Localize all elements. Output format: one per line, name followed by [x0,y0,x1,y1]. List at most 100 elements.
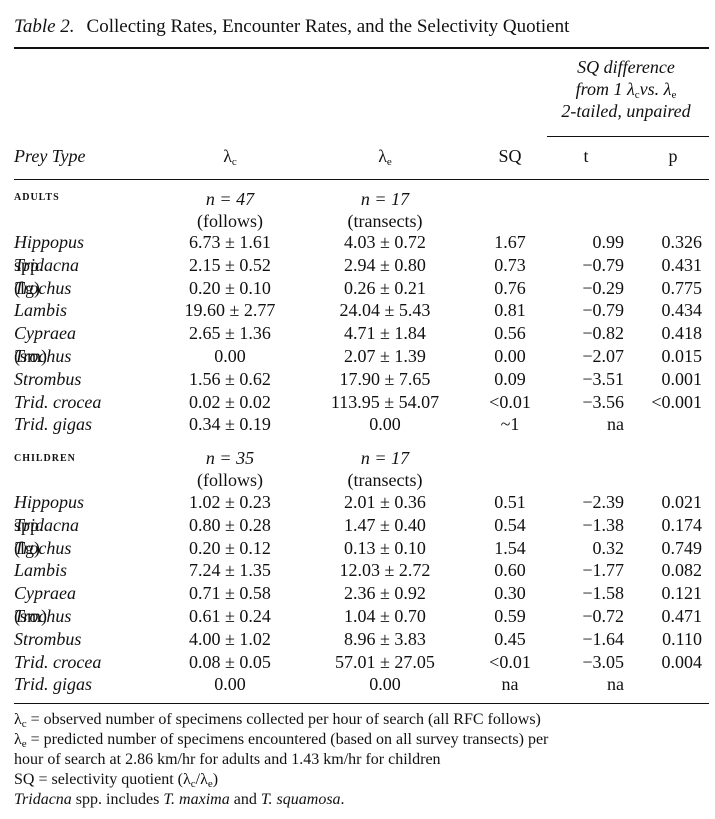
p-cell: 0.015 [661,346,703,366]
t-cell: na [607,414,624,435]
section-label-children: CHILDREN [14,450,76,465]
lambda-c-cell: 19.60 ± 2.77 [184,300,276,321]
table-row: Trochus (lg) 0.20 ± 0.12 0.13 ± 0.10 1.54 0.… [14,537,703,558]
lambda-c-cell: 7.24 ± 1.35 [189,560,271,581]
table-row: Trochus (sm) 0.61 ± 0.24 1.04 ± 0.70 0.59 −0… [14,606,703,626]
lambda-c-cell: 4.00 ± 1.02 [189,628,271,649]
sq-difference-line1: SQ difference [577,57,675,77]
header-lambda-c: λc [223,146,237,168]
sq-cell: 1.54 [494,537,526,558]
p-cell: <0.001 [651,391,702,412]
table-row: Trochus (lg) 0.20 ± 0.10 0.26 ± 0.21 0.76 −0… [14,277,703,298]
table-row: Trid. crocea 0.02 ± 0.02 113.95 ± 54.07 <0.… [14,391,702,412]
lambda-e-cell: 0.13 ± 0.10 [344,537,426,558]
table-row: Cypraea 2.65 ± 1.36 4.71 ± 1.84 0.56 −0.82 0.… [14,323,703,344]
note-lambda-e: λe = predicted number of specimens encou… [14,731,549,750]
lambda-c-cell: 0.61 ± 0.24 [189,606,271,626]
lambda-e-cell: 2.36 ± 0.92 [344,583,426,604]
lambda-e-cell: 0.00 [369,414,401,435]
table-row: Cypraea 0.71 ± 0.58 2.36 ± 0.92 0.30 −1.58 0.… [14,583,702,604]
table-row: Strombus 4.00 ± 1.02 8.96 ± 3.83 0.45 −1.64 0… [14,628,702,649]
table-title: Collecting Rates, Encounter Rates, and t… [86,16,570,37]
t-cell: −2.39 [582,492,624,512]
adults-n-transects: n = 17 (transects) [347,189,423,231]
header-lambda-e: λe [378,146,392,168]
note-tridacna: Tridacna spp. includes T. maxima and T. … [14,791,345,808]
sq-cell: 0.59 [494,606,526,626]
sq-difference-line2: from 1 λcvs. λe [575,79,677,101]
lambda-e-cell: 2.07 ± 1.39 [344,346,426,366]
lambda-c-cell: 0.20 ± 0.12 [189,537,271,558]
lambda-e-cell: 57.01 ± 27.05 [335,651,435,672]
t-cell: −3.56 [582,391,624,412]
table-row: Tridacna spp. 0.80 ± 0.28 1.47 ± 0.40 0.54−… [14,514,702,535]
t-cell: −0.29 [582,277,624,298]
sq-difference-line3: 2-tailed, unpaired [561,101,691,121]
p-cell: 0.110 [662,628,702,649]
p-cell: 0.749 [661,537,703,558]
lambda-c-cell: 0.02 ± 0.02 [189,391,271,412]
sq-cell: na [501,674,519,695]
lambda-e-cell: 0.00 [369,674,401,695]
t-cell: −3.51 [582,368,624,389]
t-cell: 0.99 [592,232,625,252]
lambda-e-cell: 0.26 ± 0.21 [344,277,426,298]
p-cell: 0.431 [661,254,703,275]
sq-cell: 1.67 [494,232,526,252]
lambda-c-cell: 1.02 ± 0.23 [189,492,271,512]
table-caption: Table 2. Collecting Rates, Encounter Rate… [14,16,569,38]
header-sq: SQ [498,146,522,166]
lambda-c-cell: 2.65 ± 1.36 [189,323,271,344]
sq-cell: 0.81 [494,300,526,321]
sq-cell: 0.30 [494,583,526,604]
sq-cell: 0.09 [494,368,526,389]
lambda-e-cell: 24.04 ± 5.43 [339,300,431,321]
lambda-c-cell: 0.34 ± 0.19 [189,414,271,435]
p-cell: 0.021 [661,492,703,512]
lambda-e-cell: 1.47 ± 0.40 [344,514,426,535]
p-cell: 0.434 [661,300,703,321]
sq-cell: 0.56 [494,323,526,344]
note-sq: SQ = selectivity quotient (λc/λe) [14,771,219,790]
p-cell: 0.082 [661,560,703,581]
t-cell: −0.82 [582,323,624,344]
t-cell: −1.38 [582,514,624,535]
lambda-c-cell: 1.56 ± 0.62 [189,368,271,389]
section-label-adults: ADULTS [14,189,60,204]
sq-difference-header: SQ difference from 1 λcvs. λe 2-tailed, … [540,56,712,122]
p-cell: 0.471 [661,606,703,626]
table-number: Table 2. [14,16,75,37]
table-footnotes: λc = observed number of specimens collec… [14,710,714,810]
lambda-e-cell: 8.96 ± 3.83 [344,628,426,649]
lambda-e-cell: 113.95 ± 54.07 [330,391,440,412]
lambda-e-cell: 2.94 ± 0.80 [344,254,426,275]
lambda-e-cell: 4.03 ± 0.72 [344,232,426,252]
t-cell: −2.07 [582,346,624,366]
children-n-transects: n = 17 (transects) [347,448,423,490]
t-cell: 0.32 [592,537,625,558]
table-row: Trochus (sm) 0.00 2.07 ± 1.39 0.00 −2.07 0.01… [14,346,703,366]
t-cell: −1.58 [582,583,624,604]
lambda-c-cell: 0.71 ± 0.58 [189,583,271,604]
sq-cell: 0.51 [494,492,526,512]
t-cell: −0.72 [582,606,624,626]
bottom-rule [14,703,709,704]
t-cell: −0.79 [582,254,624,275]
table-row: Trid. gigas 0.00 0.00 na na [14,674,624,695]
lambda-c-cell: 0.20 ± 0.10 [189,277,271,298]
sq-cell: <0.01 [489,651,531,672]
adults-n-follows: n = 47 (follows) [197,189,263,231]
lambda-e-cell: 2.01 ± 0.36 [344,492,426,512]
p-cell: 0.775 [661,277,703,298]
sq-cell: 0.45 [494,628,526,649]
lambda-c-cell: 0.00 [214,674,246,695]
header-prey-type: Prey Type [14,146,86,166]
p-cell: 0.418 [661,323,703,344]
lambda-c-cell: 0.80 ± 0.28 [189,514,271,535]
sq-cell: 0.73 [494,254,526,275]
lambda-e-cell: 4.71 ± 1.84 [344,323,426,344]
t-cell: −3.05 [582,651,624,672]
table-row: Trid. gigas 0.34 ± 0.19 0.00 ~1 na [14,414,624,435]
top-rule [14,47,709,49]
